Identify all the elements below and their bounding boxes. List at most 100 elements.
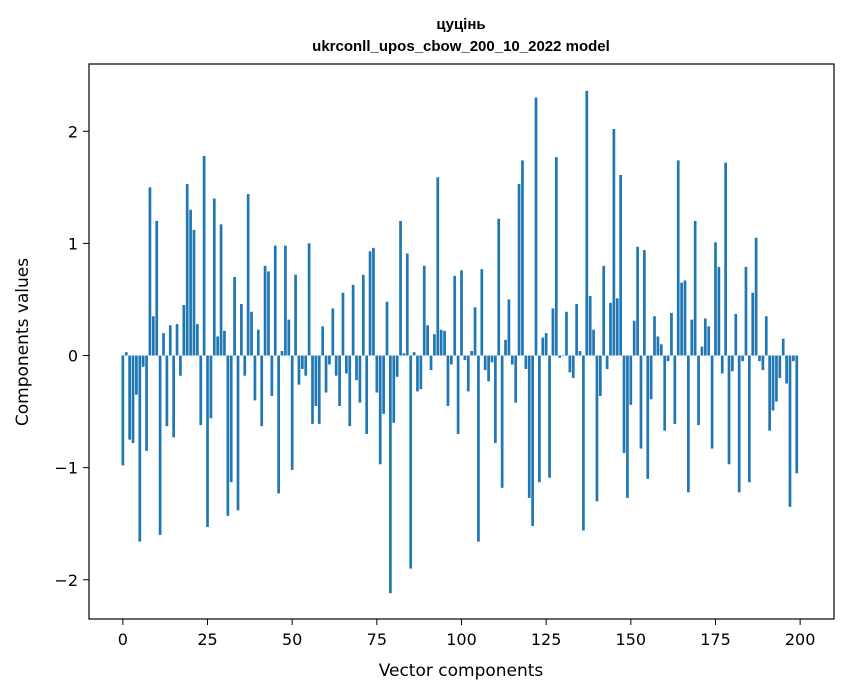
- bar: [619, 175, 623, 356]
- bar: [229, 355, 233, 483]
- bar: [280, 351, 284, 356]
- bar: [764, 316, 768, 356]
- chart-title: цуцінь: [436, 16, 485, 33]
- bar: [389, 355, 392, 594]
- bar: [135, 355, 138, 395]
- bar: [202, 155, 206, 356]
- bar: [405, 253, 409, 356]
- bar: [687, 355, 690, 493]
- bar: [148, 187, 152, 356]
- bar: [192, 229, 196, 356]
- bars-group: [121, 90, 799, 594]
- bar: [605, 355, 609, 369]
- bar: [571, 355, 575, 378]
- bar: [558, 355, 562, 358]
- bar: [351, 284, 355, 356]
- bar: [527, 355, 531, 498]
- bar: [744, 266, 748, 356]
- bar: [141, 355, 145, 367]
- y-tick-label: −2: [54, 571, 78, 590]
- bar: [324, 355, 328, 393]
- x-tick-label: 75: [367, 630, 387, 649]
- bar: [615, 298, 619, 356]
- x-tick-label: 25: [197, 630, 217, 649]
- x-axis-ticks: 0 25 50 75 100 125 150 175 200: [118, 619, 816, 649]
- bar: [592, 329, 595, 356]
- bar: [168, 325, 172, 356]
- bar: [473, 307, 477, 356]
- bar: [575, 303, 578, 356]
- bar: [311, 355, 314, 424]
- bar: [659, 344, 663, 356]
- bar: [622, 355, 626, 454]
- bar: [510, 355, 514, 365]
- bar: [643, 250, 646, 356]
- bar: [382, 355, 385, 414]
- bar: [270, 355, 274, 396]
- bar: [429, 355, 433, 371]
- bar: [443, 330, 446, 356]
- bar: [426, 325, 429, 356]
- bar: [521, 160, 524, 356]
- bar: [158, 355, 162, 535]
- bar: [185, 183, 189, 356]
- bar: [260, 355, 264, 427]
- bar: [731, 355, 734, 372]
- bar: [656, 336, 660, 356]
- bar: [365, 355, 369, 434]
- bar: [649, 355, 653, 400]
- bar: [578, 351, 582, 356]
- bar: [216, 336, 220, 356]
- x-tick-label: 0: [118, 630, 128, 649]
- bar: [680, 282, 683, 356]
- bar: [724, 162, 727, 356]
- bar: [300, 355, 304, 369]
- bar: [700, 346, 704, 356]
- bar: [483, 355, 487, 371]
- bar: [209, 355, 213, 419]
- bar: [375, 355, 379, 393]
- bar: [693, 220, 697, 356]
- bar: [243, 355, 247, 376]
- bar: [456, 355, 460, 434]
- bar: [683, 280, 687, 356]
- bar: [561, 355, 565, 357]
- x-tick-label: 200: [785, 630, 816, 649]
- bar: [416, 355, 419, 392]
- bar: [304, 355, 308, 376]
- bar: [636, 246, 639, 356]
- bar: [737, 355, 741, 493]
- bar: [290, 355, 294, 470]
- y-tick-label: −1: [54, 459, 78, 478]
- bar: [453, 275, 457, 356]
- bar: [182, 305, 186, 356]
- bar: [422, 265, 426, 356]
- bar: [524, 355, 528, 369]
- bar: [504, 339, 507, 356]
- bar: [632, 320, 636, 356]
- chart-subtitle: ukrconll_upos_cbow_200_10_2022 model: [312, 38, 610, 55]
- bar: [612, 129, 616, 356]
- y-tick-label: 1: [68, 234, 78, 253]
- bar: [761, 355, 765, 371]
- bar: [253, 355, 257, 401]
- bar: [758, 355, 761, 362]
- bar: [666, 355, 670, 362]
- bar: [338, 355, 341, 406]
- bar: [500, 355, 504, 488]
- bar: [754, 237, 758, 356]
- bar: [212, 198, 216, 356]
- bar: [466, 355, 470, 392]
- bar: [196, 324, 199, 356]
- bar: [548, 355, 551, 478]
- bar: [690, 319, 694, 356]
- bar: [321, 326, 325, 356]
- x-tick-label: 50: [282, 630, 302, 649]
- bar: [372, 247, 375, 356]
- bar: [795, 355, 799, 474]
- bar: [433, 334, 436, 356]
- x-tick-label: 150: [616, 630, 647, 649]
- bar: [345, 355, 348, 374]
- bar: [419, 355, 423, 390]
- bar: [341, 292, 345, 356]
